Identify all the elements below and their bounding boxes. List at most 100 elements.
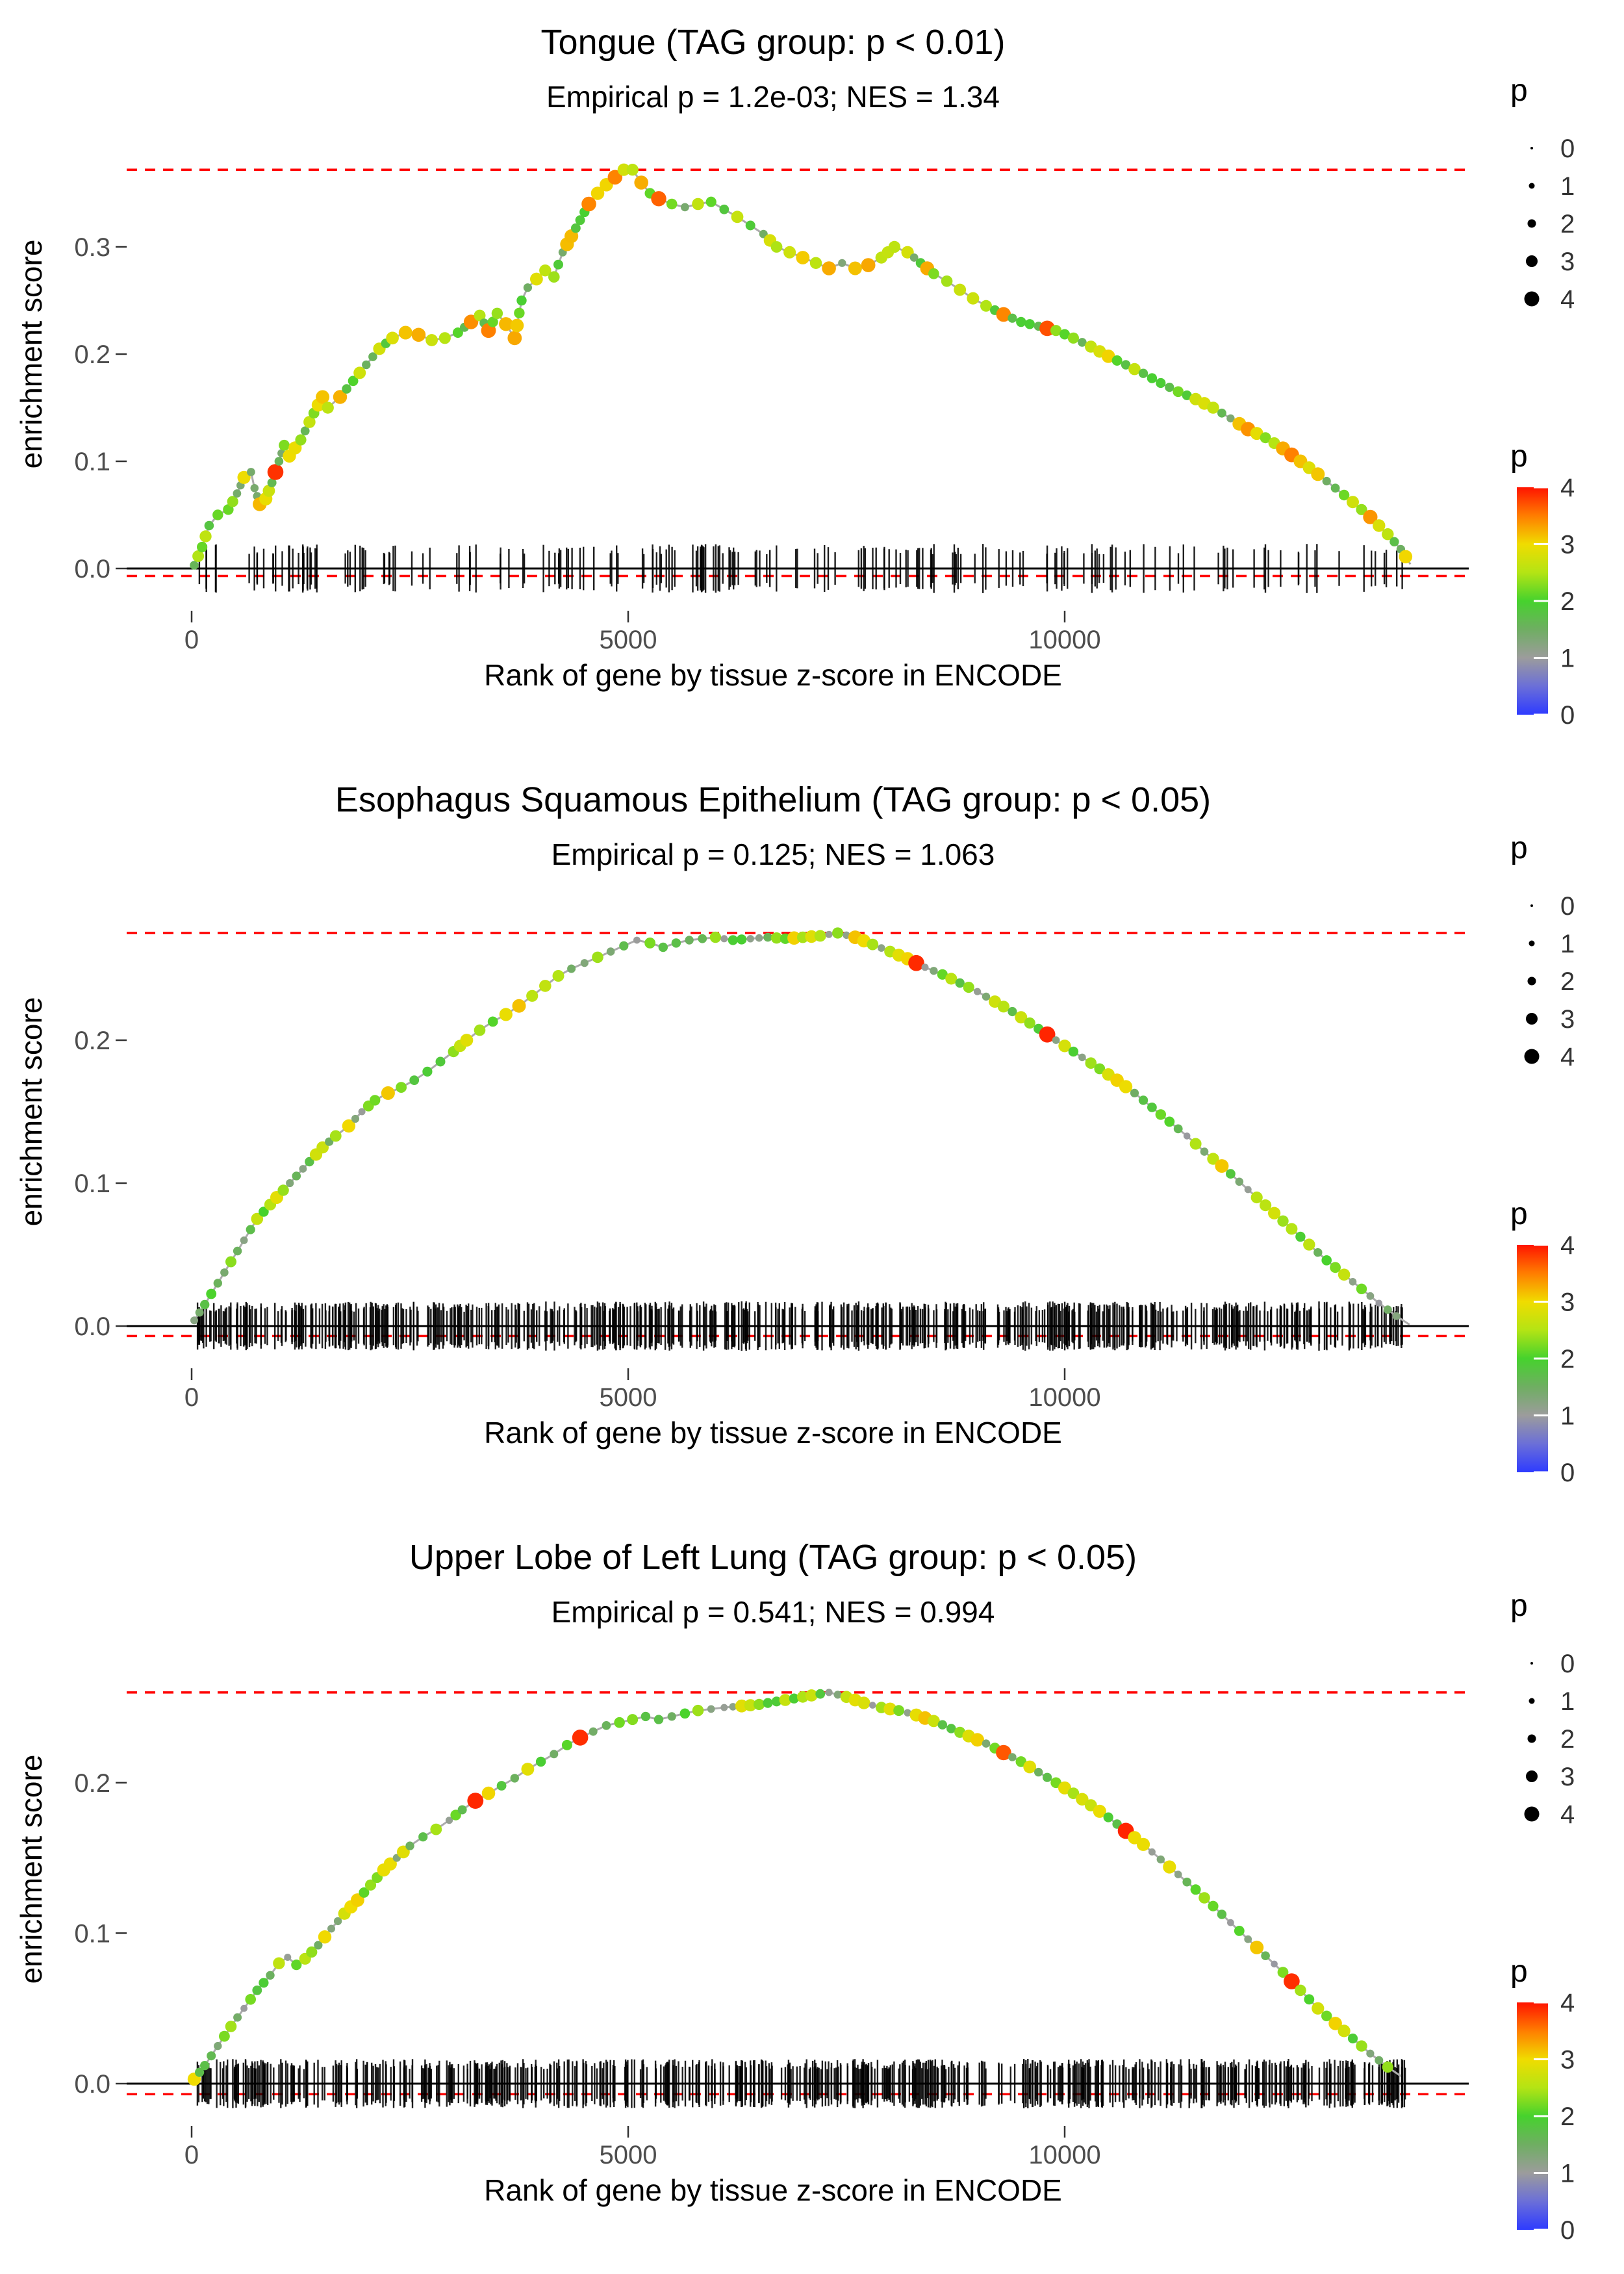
svg-text:4: 4 bbox=[1560, 474, 1575, 502]
svg-text:4: 4 bbox=[1560, 1043, 1575, 1071]
size-legend-dot bbox=[1530, 1662, 1533, 1665]
enrichment-plot: 0.0 0.1 0.2 0 5000 10000 p 0 1 2 3 4 p 4 3 2 1 0 bbox=[74, 1589, 1575, 2245]
size-legend: p 0 1 2 3 4 bbox=[1510, 1589, 1575, 1829]
svg-text:0: 0 bbox=[1560, 892, 1575, 921]
x-axis-ticks: 0 5000 10000 bbox=[184, 611, 1101, 654]
x-axis-ticks: 0 5000 10000 bbox=[184, 2126, 1101, 2169]
svg-text:0.3: 0.3 bbox=[74, 233, 110, 262]
svg-text:4: 4 bbox=[1560, 1989, 1575, 2017]
x-axis-label: Rank of gene by tissue z-score in ENCODE bbox=[484, 1416, 1062, 1450]
color-legend: p 4 3 2 1 0 bbox=[1510, 439, 1575, 730]
enrichment-curve bbox=[193, 932, 1410, 1326]
svg-text:0: 0 bbox=[184, 1383, 199, 1412]
svg-text:0.1: 0.1 bbox=[74, 1169, 110, 1198]
svg-text:2: 2 bbox=[1560, 2102, 1575, 2131]
svg-text:2: 2 bbox=[1560, 1725, 1575, 1754]
svg-text:1: 1 bbox=[1560, 2160, 1575, 2188]
svg-text:0: 0 bbox=[184, 626, 199, 654]
svg-text:0.1: 0.1 bbox=[74, 1919, 110, 1948]
color-legend: p 4 3 2 1 0 bbox=[1510, 1954, 1575, 2245]
svg-text:p: p bbox=[1510, 1197, 1528, 1231]
panel-subtitle: Empirical p = 1.2e-03; NES = 1.34 bbox=[546, 80, 1000, 114]
gene-rug bbox=[198, 544, 1403, 593]
enrichment-plot: 0.0 0.1 0.2 0.3 0 5000 10000 p 0 1 2 3 4 p 4 3 2 1 0 bbox=[74, 73, 1575, 730]
svg-text:4: 4 bbox=[1560, 1231, 1575, 1260]
svg-text:10000: 10000 bbox=[1028, 1383, 1100, 1412]
gene-rug bbox=[196, 2059, 1406, 2108]
size-legend-dot bbox=[1530, 904, 1533, 907]
svg-text:5000: 5000 bbox=[600, 626, 657, 654]
svg-text:0.0: 0.0 bbox=[74, 555, 110, 583]
svg-text:10000: 10000 bbox=[1028, 2141, 1100, 2169]
svg-text:2: 2 bbox=[1560, 210, 1575, 238]
size-legend-dot bbox=[1529, 183, 1535, 189]
panel-title: Tongue (TAG group: p < 0.01) bbox=[540, 23, 1006, 62]
svg-text:3: 3 bbox=[1560, 248, 1575, 276]
svg-text:4: 4 bbox=[1560, 285, 1575, 314]
panel-upper-lobe-left-lung: Upper Lobe of Left Lung (TAG group: p < … bbox=[0, 1515, 1624, 2273]
size-legend-dot bbox=[1524, 1049, 1540, 1064]
svg-text:0.0: 0.0 bbox=[74, 2070, 110, 2099]
size-legend-dot bbox=[1524, 1806, 1540, 1822]
svg-text:1: 1 bbox=[1560, 172, 1575, 201]
size-legend: p 0 1 2 3 4 bbox=[1510, 831, 1575, 1071]
size-legend-dot bbox=[1527, 1734, 1536, 1743]
svg-text:1: 1 bbox=[1560, 1687, 1575, 1716]
svg-text:4: 4 bbox=[1560, 1800, 1575, 1829]
svg-text:p: p bbox=[1510, 439, 1528, 474]
svg-text:1: 1 bbox=[1560, 645, 1575, 673]
svg-text:3: 3 bbox=[1560, 531, 1575, 559]
svg-text:0.1: 0.1 bbox=[74, 448, 110, 476]
svg-text:0: 0 bbox=[184, 2141, 199, 2169]
x-axis-label: Rank of gene by tissue z-score in ENCODE bbox=[484, 2173, 1062, 2207]
gene-rug bbox=[196, 1301, 1403, 1351]
enrichment-plot: 0.0 0.1 0.2 0 5000 10000 p 0 1 2 3 4 p 4 3 2 1 0 bbox=[74, 831, 1575, 1487]
svg-text:p: p bbox=[1510, 1589, 1528, 1623]
svg-text:3: 3 bbox=[1560, 1763, 1575, 1791]
panel-esophagus-squamous-epithelium: Esophagus Squamous Epithelium (TAG group… bbox=[0, 758, 1624, 1515]
svg-text:0: 0 bbox=[1560, 701, 1575, 730]
size-legend-dot bbox=[1527, 219, 1536, 228]
panel-title: Esophagus Squamous Epithelium (TAG group… bbox=[335, 780, 1212, 819]
size-legend-dot bbox=[1527, 977, 1536, 986]
size-legend-dot bbox=[1526, 255, 1538, 267]
enrichment-points bbox=[190, 927, 1401, 1325]
size-legend-dot bbox=[1529, 1698, 1535, 1704]
svg-text:5000: 5000 bbox=[600, 2141, 657, 2169]
size-legend-dot bbox=[1529, 940, 1535, 947]
svg-text:10000: 10000 bbox=[1028, 626, 1100, 654]
panel-subtitle: Empirical p = 0.541; NES = 0.994 bbox=[551, 1595, 995, 1629]
svg-text:2: 2 bbox=[1560, 587, 1575, 616]
svg-text:1: 1 bbox=[1560, 1402, 1575, 1431]
y-axis-ticks: 0.0 0.1 0.2 0.3 bbox=[74, 233, 127, 583]
svg-text:p: p bbox=[1510, 1954, 1528, 1989]
svg-text:0.0: 0.0 bbox=[74, 1312, 110, 1341]
size-legend-dot bbox=[1526, 1013, 1538, 1025]
size-legend: p 0 1 2 3 4 bbox=[1510, 73, 1575, 314]
size-legend-dot bbox=[1526, 1770, 1538, 1782]
color-legend: p 4 3 2 1 0 bbox=[1510, 1197, 1575, 1487]
panel-subtitle: Empirical p = 0.125; NES = 1.063 bbox=[551, 837, 995, 871]
svg-text:0.2: 0.2 bbox=[74, 1769, 110, 1798]
svg-text:0: 0 bbox=[1560, 1459, 1575, 1487]
panel-tongue: Tongue (TAG group: p < 0.01) Empirical p… bbox=[0, 0, 1624, 758]
svg-text:p: p bbox=[1510, 831, 1528, 865]
svg-text:0.2: 0.2 bbox=[74, 1027, 110, 1055]
panel-title: Upper Lobe of Left Lung (TAG group: p < … bbox=[409, 1538, 1137, 1577]
size-legend-dot bbox=[1524, 291, 1540, 307]
svg-text:5000: 5000 bbox=[600, 1383, 657, 1412]
x-axis-ticks: 0 5000 10000 bbox=[184, 1368, 1101, 1412]
enrichment-points bbox=[190, 163, 1413, 570]
size-legend-dot bbox=[1530, 147, 1533, 149]
svg-text:3: 3 bbox=[1560, 1005, 1575, 1034]
svg-text:3: 3 bbox=[1560, 1288, 1575, 1317]
svg-text:0: 0 bbox=[1560, 1650, 1575, 1678]
svg-text:1: 1 bbox=[1560, 930, 1575, 958]
svg-text:2: 2 bbox=[1560, 1345, 1575, 1373]
svg-text:3: 3 bbox=[1560, 2046, 1575, 2075]
svg-text:0: 0 bbox=[1560, 2216, 1575, 2245]
enrichment-points bbox=[187, 1689, 1393, 2086]
x-axis-label: Rank of gene by tissue z-score in ENCODE bbox=[484, 658, 1062, 692]
svg-text:2: 2 bbox=[1560, 967, 1575, 996]
